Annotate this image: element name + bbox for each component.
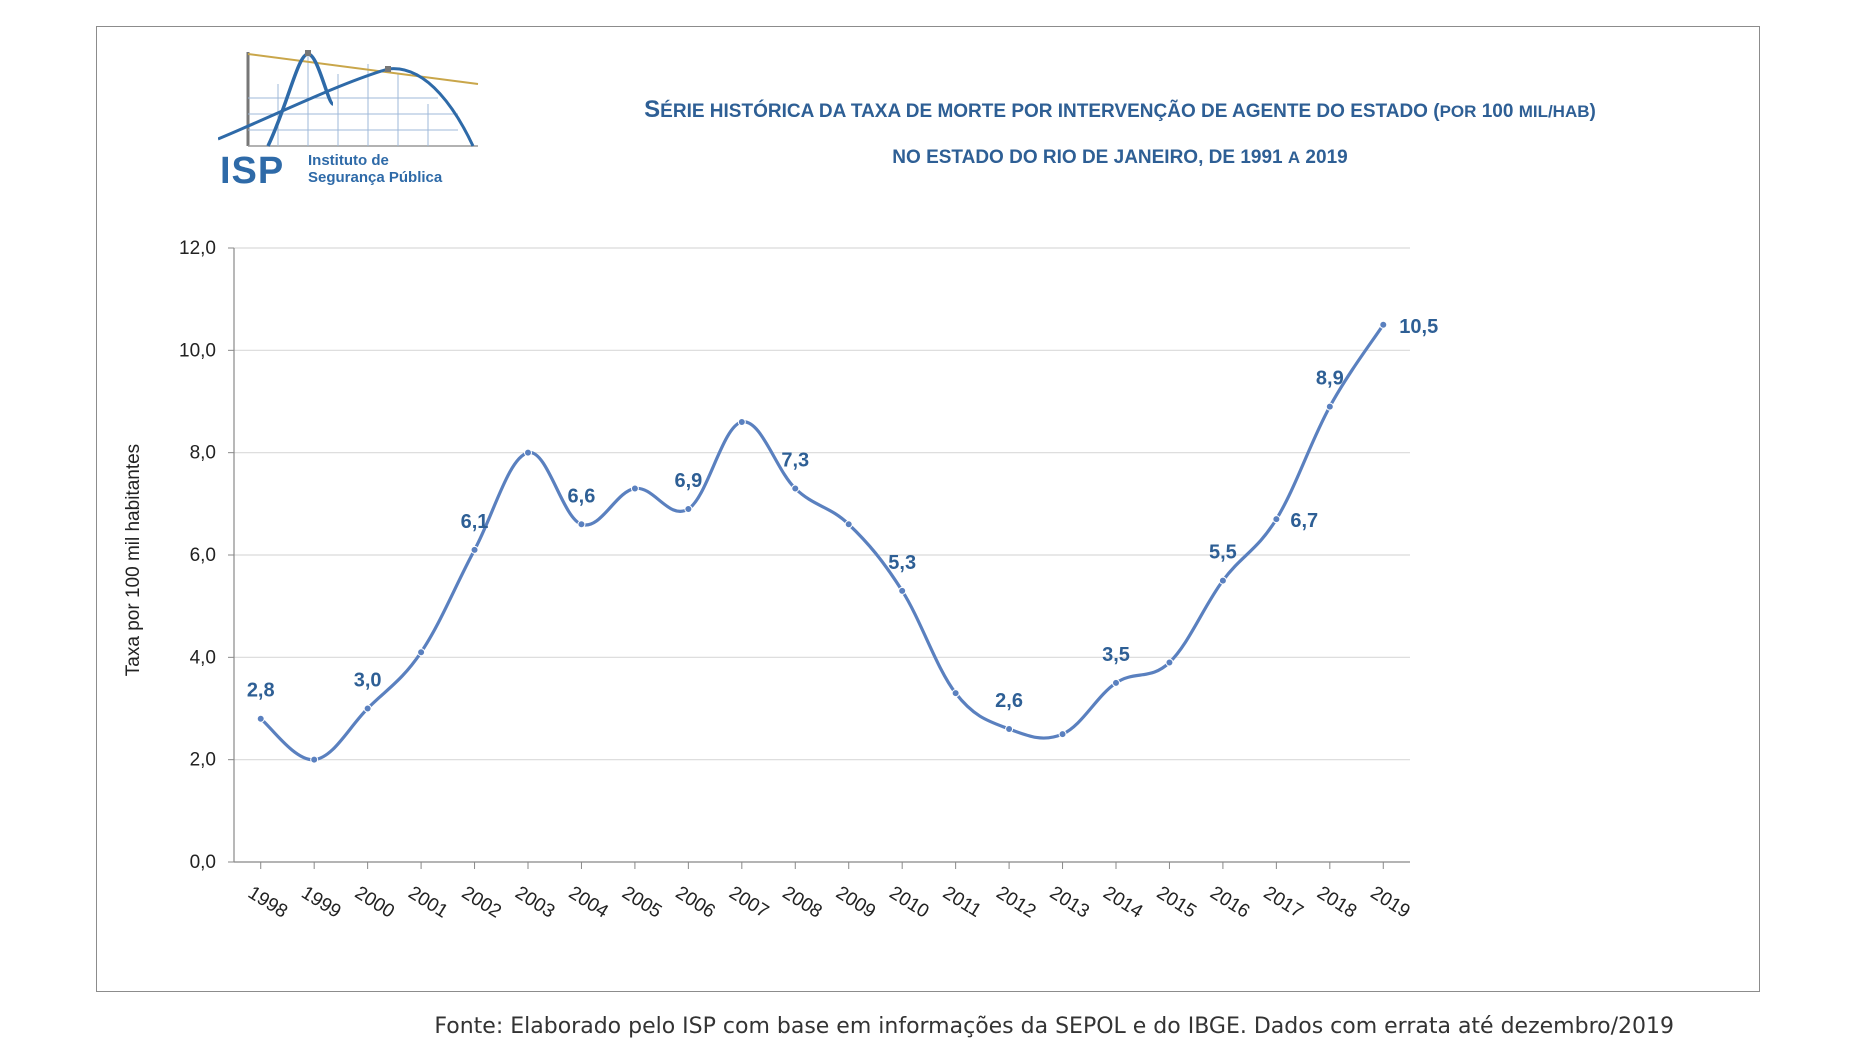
data-label: 3,0 xyxy=(354,670,382,692)
data-point xyxy=(684,504,693,513)
data-point xyxy=(737,417,746,426)
data-point xyxy=(1005,724,1014,733)
data-point xyxy=(363,704,372,713)
data-point xyxy=(1379,320,1388,329)
x-tick-label: 2009 xyxy=(832,882,879,922)
data-point xyxy=(1058,730,1067,739)
y-tick-label: 8,0 xyxy=(190,443,216,464)
data-label: 6,6 xyxy=(568,485,596,507)
x-tick-label: 2007 xyxy=(725,882,772,922)
x-tick-label: 2010 xyxy=(886,882,933,922)
data-point xyxy=(470,545,479,554)
x-tick-label: 2003 xyxy=(511,882,558,922)
x-tick-label: 2018 xyxy=(1313,882,1360,922)
y-tick-label: 4,0 xyxy=(190,647,216,668)
data-point xyxy=(791,484,800,493)
data-point xyxy=(577,520,586,529)
data-point xyxy=(844,520,853,529)
x-tick-label: 2017 xyxy=(1260,882,1307,922)
data-label: 6,7 xyxy=(1290,510,1318,532)
data-labels: 2,8 3,0 6,1 6,6 6,9 7,3 5,3 2,6 3,5 5,5 6,7 8,9 10,5 xyxy=(247,316,1438,712)
y-tick-label: 2,0 xyxy=(190,750,216,771)
logo-abbr: ISP xyxy=(220,150,285,192)
data-point xyxy=(898,586,907,595)
data-point xyxy=(1112,678,1120,687)
x-tick-label: 2014 xyxy=(1099,882,1146,922)
isp-logo xyxy=(218,50,479,147)
data-point xyxy=(310,755,319,764)
grid-lines xyxy=(228,247,1410,863)
data-point xyxy=(417,648,426,657)
x-tick-label: 1998 xyxy=(244,882,291,922)
data-label: 5,5 xyxy=(1209,542,1237,564)
y-tick-label: 12,0 xyxy=(179,238,216,259)
data-point xyxy=(256,714,265,723)
y-axis-label: Taxa por 100 mil habitantes xyxy=(123,444,144,676)
chart-title: SÉRIE HISTÓRICA DA TAXA DE MORTE POR INT… xyxy=(510,88,1730,180)
data-point xyxy=(951,689,960,698)
chart-title-line2: NO ESTADO DO RIO DE JANEIRO, DE 1991 A 2… xyxy=(892,147,1348,168)
source-note: Fonte: Elaborado pelo ISP com base em in… xyxy=(434,1014,1674,1039)
chart-title-line1: SÉRIE HISTÓRICA DA TAXA DE MORTE POR INT… xyxy=(644,96,1596,123)
chart-frame xyxy=(96,26,1760,992)
data-label: 6,9 xyxy=(674,470,702,492)
data-label: 7,3 xyxy=(781,449,809,471)
logo-name-line1: Instituto de xyxy=(308,152,389,169)
x-tick-label: 1999 xyxy=(298,882,345,922)
data-points xyxy=(256,320,1388,764)
x-tick-label: 2008 xyxy=(779,882,826,922)
x-tick-label: 2013 xyxy=(1046,882,1093,922)
x-tick-label: 2004 xyxy=(565,882,612,922)
data-point xyxy=(1165,658,1174,667)
data-label: 5,3 xyxy=(888,552,916,574)
y-tick-labels: 0,0 2,0 4,0 6,0 8,0 10,0 12,0 xyxy=(179,238,216,873)
x-tick-label: 2001 xyxy=(404,882,451,922)
x-tick-label: 2011 xyxy=(939,882,985,921)
x-tick-label: 2002 xyxy=(458,882,505,922)
data-label: 10,5 xyxy=(1399,316,1438,338)
x-tick-labels: 1998 1999 2000 2001 2002 2003 2004 2005 2006 2007… xyxy=(244,882,1414,922)
y-tick-label: 10,0 xyxy=(179,340,216,361)
y-tick-label: 6,0 xyxy=(190,545,216,566)
data-point xyxy=(524,448,532,457)
x-tick-label: 2012 xyxy=(992,882,1039,922)
x-tick-label: 2005 xyxy=(618,882,665,922)
logo-name: Instituto de Segurança Pública xyxy=(308,152,442,186)
logo-name-line2: Segurança Pública xyxy=(308,169,443,186)
data-label: 6,1 xyxy=(461,511,489,533)
series-line xyxy=(259,323,1385,762)
x-tick-label: 2016 xyxy=(1206,882,1253,922)
x-tick-label: 2019 xyxy=(1367,882,1414,922)
y-tick-label: 0,0 xyxy=(190,852,216,873)
data-point xyxy=(1218,576,1227,585)
data-label: 8,9 xyxy=(1316,368,1344,390)
data-point xyxy=(1272,515,1281,524)
data-point xyxy=(1325,402,1334,411)
data-label: 2,8 xyxy=(247,680,275,702)
x-tick-label: 2015 xyxy=(1153,882,1200,922)
data-label: 3,5 xyxy=(1102,644,1130,666)
x-tick-label: 2000 xyxy=(351,882,398,922)
line-chart: 0,0 2,0 4,0 6,0 8,0 10,0 12,0 1998 1999 2000 2001… xyxy=(123,238,1438,923)
data-point xyxy=(630,484,639,493)
axes xyxy=(233,248,1410,869)
x-tick-label: 2006 xyxy=(672,882,719,922)
data-label: 2,6 xyxy=(995,690,1023,712)
